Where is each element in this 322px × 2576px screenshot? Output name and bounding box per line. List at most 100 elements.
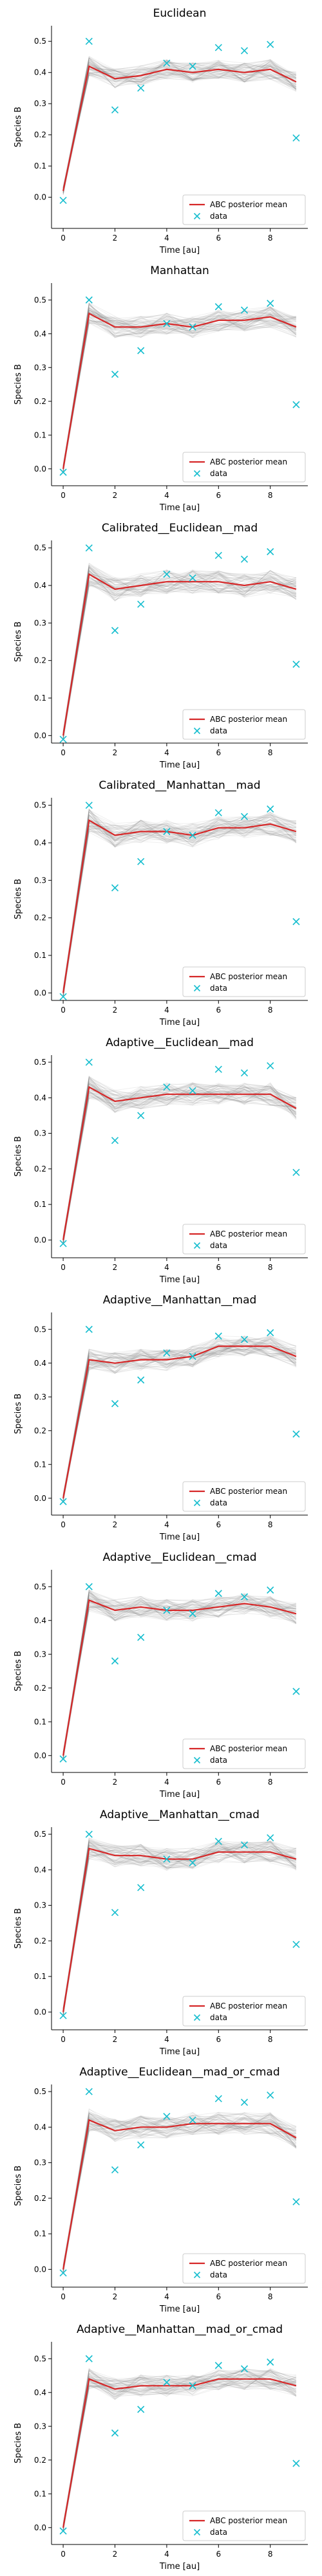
- posterior-sample-line: [62, 2370, 296, 2528]
- posterior-sample-line: [62, 307, 296, 466]
- x-axis-label: Time [au]: [159, 1790, 200, 1799]
- legend: ABC posterior mean data: [182, 709, 306, 740]
- x-tick-label: 8: [268, 2035, 273, 2044]
- posterior-sample-line: [62, 311, 297, 470]
- data-point: [267, 1834, 274, 1842]
- posterior-sample-line: [62, 814, 297, 997]
- posterior-sample-line: [62, 1348, 297, 1496]
- posterior-sample-line: [62, 302, 296, 465]
- posterior-sample-line: [62, 1591, 297, 1753]
- posterior-sample-line: [62, 2368, 296, 2524]
- chart-panel: Adaptive__Manhattan__cmad 0 2 4 6 8 0.0 0.1 0.2 0…: [0, 1801, 322, 2059]
- posterior-sample-line: [62, 2113, 297, 2268]
- data-point: [240, 2365, 249, 2373]
- posterior-sample-line: [62, 60, 296, 192]
- posterior-sample-line: [62, 313, 296, 470]
- posterior-sample-line: [62, 316, 297, 465]
- posterior-sample-line: [62, 1338, 297, 1498]
- data-point: [59, 1755, 67, 1763]
- x-tick-label: 6: [216, 234, 221, 243]
- data-point: [59, 2527, 67, 2535]
- data-point: [292, 1688, 300, 1695]
- x-tick-label: 0: [61, 2035, 66, 2044]
- posterior-sample-line: [62, 1844, 297, 2012]
- posterior-sample-line: [62, 2113, 297, 2269]
- x-tick-label: 4: [164, 2292, 169, 2301]
- posterior-sample-line: [62, 1847, 297, 2014]
- posterior-sample-line: [62, 2115, 297, 2267]
- posterior-sample-line: [62, 2369, 297, 2531]
- posterior-sample-line: [62, 1082, 297, 1238]
- posterior-sample-line: [62, 309, 297, 467]
- legend: ABC posterior mean data: [182, 194, 306, 225]
- posterior-sample-line: [62, 1339, 296, 1496]
- posterior-sample-line: [62, 1837, 297, 2012]
- posterior-sample-line: [62, 813, 297, 998]
- posterior-sample-line: [62, 1598, 296, 1752]
- posterior-sample-line: [62, 2112, 297, 2267]
- data-point: [163, 320, 171, 327]
- posterior-sample-line: [62, 814, 297, 996]
- posterior-sample-line: [62, 2376, 297, 2526]
- posterior-sample-line: [62, 812, 296, 993]
- posterior-sample-line: [62, 564, 297, 732]
- legend-data-swatch: [193, 984, 201, 992]
- chart-svg: Euclidean 0 2 4 6 8 0.0 0.1 0.2 0.3 0.4 0.5 Time [au…: [14, 7, 308, 255]
- posterior-sample-line: [62, 811, 297, 992]
- posterior-sample-line: [62, 1850, 297, 2016]
- posterior-sample-line: [62, 1339, 296, 1495]
- x-axis-label: Time [au]: [159, 1532, 200, 1542]
- posterior-sample-line: [62, 309, 297, 470]
- data-point: [111, 2429, 119, 2437]
- posterior-sample-line: [62, 824, 296, 997]
- posterior-sample-line: [62, 2115, 297, 2272]
- data-point: [111, 1137, 119, 1145]
- posterior-sample-line: [62, 1592, 296, 1759]
- posterior-sample-line: [62, 302, 297, 472]
- x-tick-label: 6: [216, 748, 221, 757]
- posterior-sample-line: [62, 1846, 297, 2012]
- data-point: [85, 296, 93, 304]
- chart-title: Adaptive__Manhattan__cmad: [100, 1808, 260, 1821]
- posterior-sample-line: [62, 1841, 296, 2010]
- posterior-sample-line: [62, 1083, 297, 1238]
- posterior-sample-line: [62, 2112, 297, 2270]
- posterior-sample-line: [62, 819, 297, 992]
- x-axis-label: Time [au]: [159, 503, 200, 513]
- posterior-sample-line: [62, 578, 297, 740]
- posterior-sample-line: [62, 2376, 296, 2528]
- legend: ABC posterior mean data: [182, 1738, 306, 1769]
- posterior-sample-line: [62, 571, 296, 733]
- y-tick-label: 0.5: [34, 801, 46, 810]
- x-tick-label: 2: [113, 1263, 118, 1272]
- posterior-sample-line: [62, 1601, 296, 1754]
- legend-data-label: data: [210, 212, 227, 221]
- posterior-sample-line: [62, 1076, 296, 1240]
- posterior-sample-line: [62, 566, 297, 734]
- chart-panel: Manhattan 0 2 4 6 8 0.0 0.1 0.2 0.3 0.4 0.5 Time [au…: [0, 257, 322, 515]
- posterior-sample-line: [62, 1083, 297, 1237]
- data-point: [189, 2382, 196, 2389]
- posterior-sample-line: [62, 1596, 297, 1758]
- posterior-sample-line: [62, 1081, 297, 1240]
- posterior-sample-line: [62, 2372, 297, 2529]
- data-point: [240, 555, 249, 563]
- posterior-sample-line: [62, 2370, 297, 2526]
- data-point: [85, 37, 93, 45]
- posterior-sample-line: [62, 304, 297, 469]
- posterior-sample-line: [62, 1089, 297, 1242]
- posterior-sample-line: [62, 820, 297, 993]
- posterior-sample-line: [62, 1077, 297, 1242]
- legend: ABC posterior mean data: [182, 966, 306, 997]
- legend-data-label: data: [210, 2013, 227, 2022]
- legend-mean-label: ABC posterior mean: [210, 2516, 287, 2525]
- posterior-sample-line: [62, 569, 297, 739]
- posterior-sample-line: [62, 2113, 297, 2274]
- data-point: [292, 1430, 300, 1438]
- posterior-sample-line: [62, 814, 297, 993]
- posterior-sample-line: [62, 2373, 296, 2526]
- posterior-sample-line: [62, 569, 297, 733]
- posterior-sample-line: [62, 1351, 296, 1502]
- posterior-samples: [62, 1075, 297, 1244]
- posterior-sample-line: [62, 1090, 296, 1242]
